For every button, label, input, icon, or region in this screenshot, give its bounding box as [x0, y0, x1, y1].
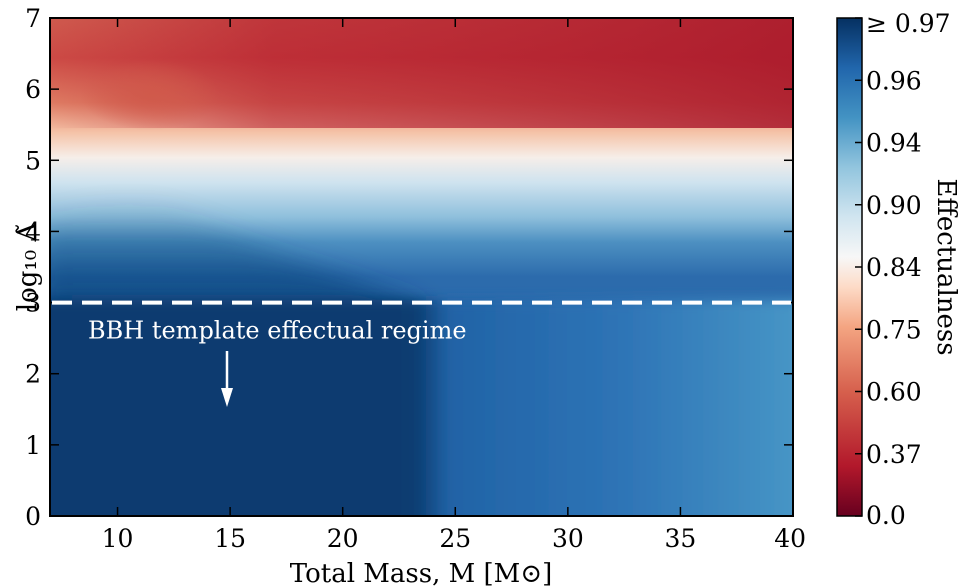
colorbar-tick-label: 0.96 [866, 66, 922, 95]
heatmap-red-lobe [80, 60, 220, 130]
y-tick-label: 2 [25, 360, 41, 389]
x-tick-label: 40 [774, 524, 806, 553]
heatmap-lower-region [50, 300, 793, 516]
annotation-arrow [221, 351, 233, 407]
x-tick-label: 25 [439, 524, 471, 553]
annotation-text: BBH template effectual regime [88, 317, 467, 345]
plot-frame [49, 17, 794, 517]
heatmap [50, 18, 793, 516]
colorbar-tick-label: 0.94 [866, 129, 922, 158]
colorbar: ≥ 0.97 0.96 0.94 0.90 0.84 0.75 0.60 0.37 0.0 Ef… [836, 9, 961, 530]
y-tick-label: 0 [25, 502, 41, 531]
x-axis-title: Total Mass, M [M⊙] [290, 559, 552, 587]
y-tick-label: 1 [25, 431, 41, 460]
colorbar-tick-label: 0.84 [866, 253, 922, 282]
colorbar-tick-label: 0.37 [866, 440, 922, 469]
y-axis-title: log₁₀ Λ̃ [13, 222, 43, 312]
colorbar-tick-label: 0.75 [866, 315, 922, 344]
colorbar-tick-label: ≥ 0.97 [866, 9, 951, 38]
x-tick-label: 10 [102, 524, 134, 553]
x-tick-label: 30 [552, 524, 584, 553]
y-tick-label: 4 [25, 217, 41, 246]
x-tick-label: 35 [665, 524, 697, 553]
y-tick-label: 6 [25, 75, 41, 104]
colorbar-tick-label: 0.0 [866, 501, 906, 530]
colorbar-tick-label: 0.90 [866, 191, 922, 220]
y-tick-label: 3 [25, 289, 41, 318]
colorbar-ticks: ≥ 0.97 0.96 0.94 0.90 0.84 0.75 0.60 0.37 0.0 [855, 9, 951, 530]
y-tick-label: 7 [25, 4, 41, 33]
y-tick-label: 5 [25, 146, 41, 175]
x-tick-label: 20 [327, 524, 359, 553]
colorbar-title: Effectualness [931, 178, 961, 355]
colorbar-tick-label: 0.60 [866, 378, 922, 407]
axes: 10 15 20 25 30 35 40 0 1 2 3 4 5 6 7 [25, 4, 806, 553]
x-tick-label: 15 [214, 524, 246, 553]
